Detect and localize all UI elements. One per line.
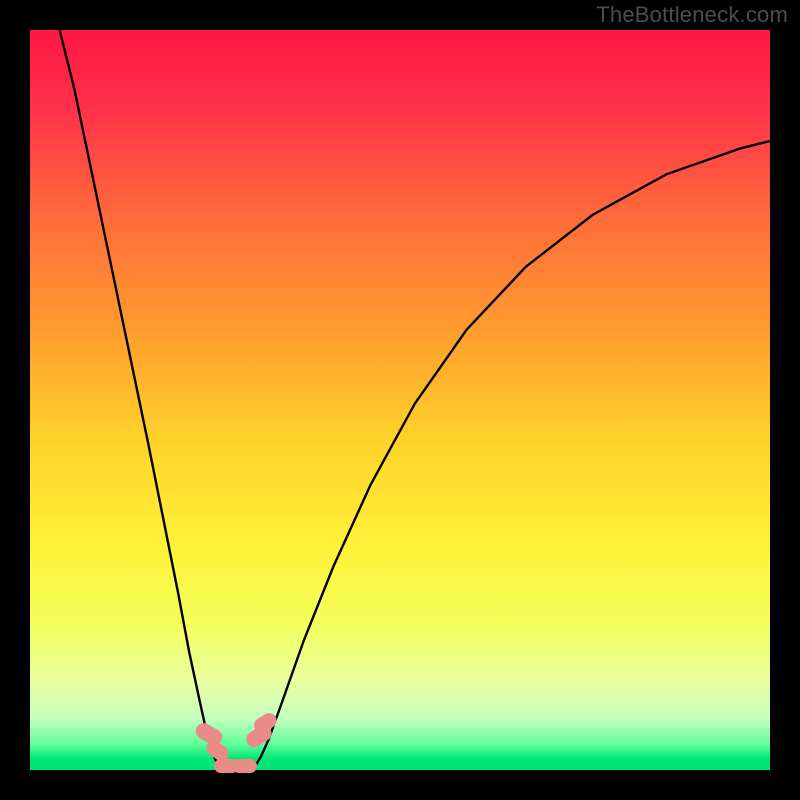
plot-area (30, 30, 770, 770)
chart-frame: TheBottleneck.com (0, 0, 800, 800)
marker-layer (30, 30, 770, 770)
watermark-text: TheBottleneck.com (596, 2, 788, 28)
data-marker (232, 759, 257, 774)
